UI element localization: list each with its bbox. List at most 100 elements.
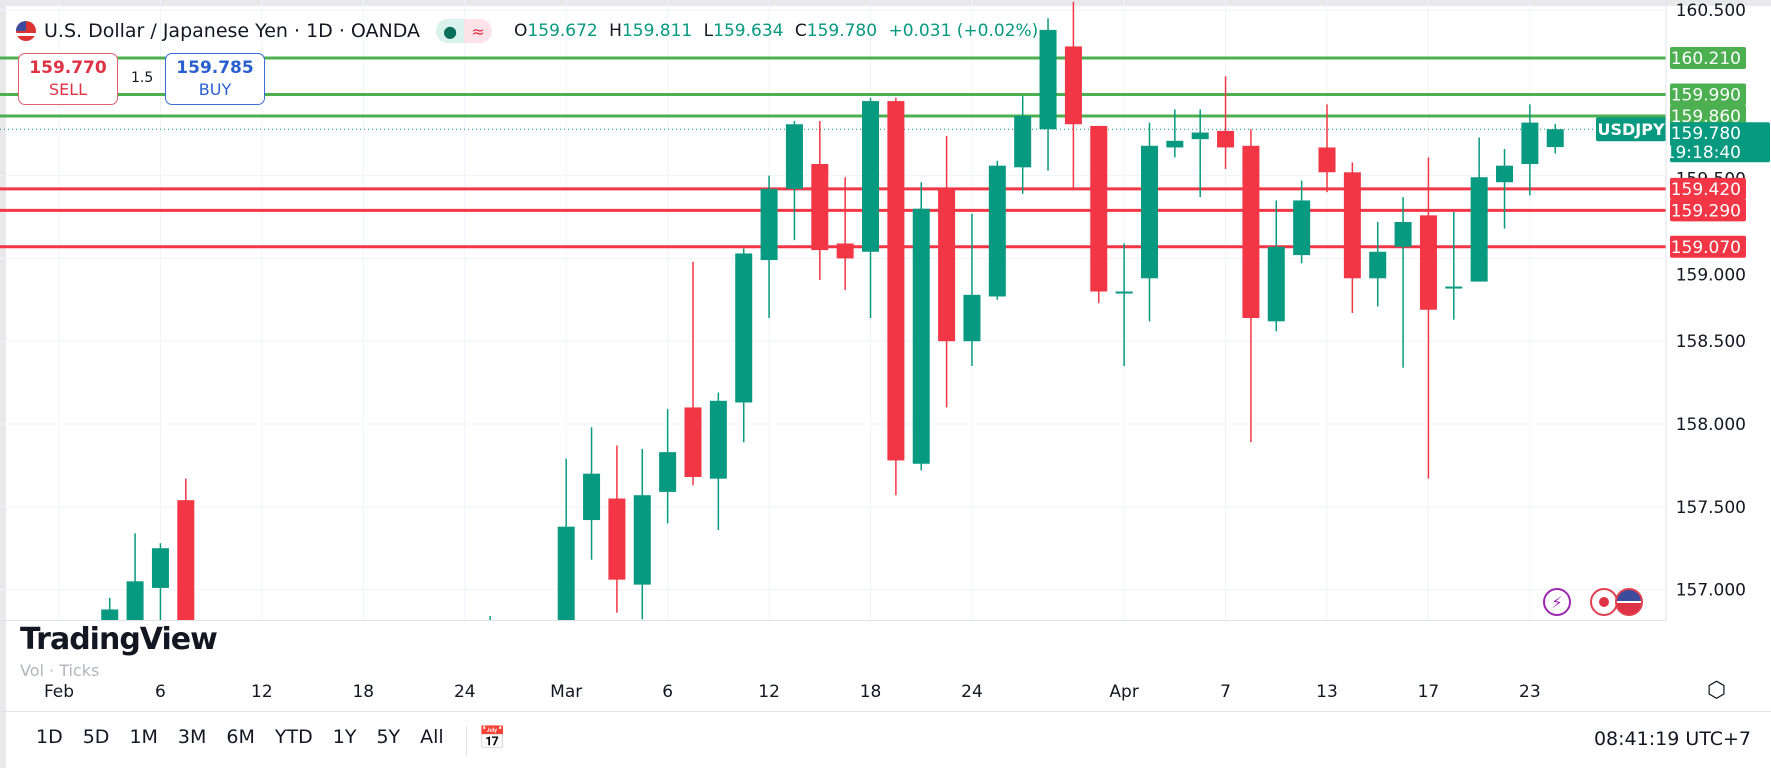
support-price-label: 159.070: [1671, 238, 1741, 258]
buy-button[interactable]: 159.785 BUY: [165, 53, 265, 105]
candle-up[interactable]: [963, 213, 981, 367]
candle-up[interactable]: [862, 97, 880, 319]
candle-up[interactable]: [557, 458, 575, 656]
candle-up[interactable]: [633, 448, 651, 620]
candle-down[interactable]: [1217, 76, 1235, 169]
candle-up[interactable]: [583, 427, 601, 560]
candle-up[interactable]: [760, 175, 778, 319]
candle-up[interactable]: [709, 392, 727, 530]
range-all[interactable]: All: [420, 726, 444, 748]
candle-up[interactable]: [1140, 122, 1158, 322]
candle-body: [988, 165, 1006, 297]
lightning-icon[interactable]: ⚡: [1543, 588, 1571, 616]
delay-approx-icon: ≈: [464, 19, 493, 43]
candle-up[interactable]: [1293, 180, 1311, 264]
candle-up[interactable]: [151, 543, 169, 622]
candle-up[interactable]: [1267, 200, 1285, 332]
candle-up[interactable]: [1394, 197, 1412, 368]
candle-down[interactable]: [177, 478, 195, 656]
tradingview-logo[interactable]: TradingView: [20, 622, 218, 657]
y-tick-label: 157.000: [1676, 581, 1746, 601]
candle-up[interactable]: [126, 533, 144, 639]
support-price-label: 159.420: [1671, 180, 1741, 200]
candle-up[interactable]: [1496, 149, 1514, 229]
candle-up[interactable]: [101, 597, 119, 639]
calendar-goto-icon[interactable]: 📅: [478, 726, 507, 751]
candle-up[interactable]: [1369, 221, 1387, 307]
candle-body: [1496, 165, 1514, 183]
candle-down[interactable]: [887, 97, 905, 496]
candle-body: [1293, 200, 1311, 256]
candle-up[interactable]: [659, 409, 677, 524]
low-label: L: [703, 21, 714, 41]
candle-up[interactable]: [1445, 212, 1463, 320]
range-1y[interactable]: 1Y: [332, 726, 357, 748]
toolbar-separator: [465, 726, 467, 756]
candle-down[interactable]: [1090, 125, 1108, 304]
range-1d[interactable]: 1D: [36, 726, 63, 748]
candlestick-chart[interactable]: Feb 6 12 18 24 Mar 6 12 18 24 Apr 7 13 17 23 USDJPY 160.…: [0, 0, 1771, 712]
record-dot-icon[interactable]: [1590, 588, 1618, 616]
us-flag-icon: [16, 21, 36, 41]
us-flag-event-icon[interactable]: [1615, 588, 1643, 616]
x-tick-label: Mar: [550, 682, 582, 702]
candle-body: [785, 124, 803, 189]
candle-up[interactable]: [1521, 104, 1539, 196]
range-5y[interactable]: 5Y: [376, 726, 401, 748]
status-pill[interactable]: ● ≈: [436, 19, 493, 43]
y-tick-label: 160.500: [1676, 1, 1746, 21]
candle-body: [963, 294, 981, 342]
candle-up[interactable]: [1115, 243, 1133, 367]
candle-down[interactable]: [1242, 129, 1260, 443]
x-tick-label: 17: [1418, 682, 1440, 702]
candle-body: [101, 609, 119, 620]
candle-down[interactable]: [1343, 162, 1361, 314]
candle-body: [1090, 125, 1108, 292]
range-1m[interactable]: 1M: [129, 726, 158, 748]
candle-up[interactable]: [988, 160, 1006, 300]
candle-up[interactable]: [1014, 96, 1032, 194]
y-tick-label: 158.000: [1676, 415, 1746, 435]
candle-up[interactable]: [1470, 137, 1488, 282]
candle-body: [1191, 132, 1209, 140]
symbol-title[interactable]: U.S. Dollar / Japanese Yen · 1D · OANDA: [44, 20, 421, 42]
candle-up[interactable]: [1039, 18, 1057, 171]
range-3m[interactable]: 3M: [177, 726, 207, 748]
candle-up[interactable]: [482, 616, 499, 656]
candle-up[interactable]: [1166, 109, 1184, 158]
candle-down[interactable]: [1419, 157, 1437, 479]
sell-button[interactable]: 159.770 SELL: [18, 53, 118, 105]
y-tick-label: 159.000: [1676, 265, 1746, 285]
candle-down[interactable]: [1318, 104, 1336, 193]
candle-up[interactable]: [1546, 124, 1564, 154]
buy-label: BUY: [198, 80, 232, 99]
price-pane[interactable]: [0, 0, 1666, 656]
clock[interactable]: 08:41:19 UTC+7: [1593, 728, 1751, 750]
candle-body: [1546, 129, 1564, 148]
last-price-tag: [1670, 122, 1770, 163]
chart-settings-icon[interactable]: ⬡: [1707, 678, 1727, 703]
range-toolbar: 1D 5D 1M 3M 6M YTD 1Y 5Y All 📅: [26, 726, 506, 756]
candle-up[interactable]: [1191, 109, 1209, 198]
range-ytd[interactable]: YTD: [274, 726, 313, 748]
candle-body: [608, 498, 626, 580]
candle-down[interactable]: [811, 120, 829, 280]
candle-down[interactable]: [836, 177, 854, 290]
candle-down[interactable]: [1064, 1, 1082, 191]
range-5d[interactable]: 5D: [82, 726, 110, 748]
candle-up[interactable]: [912, 182, 930, 471]
candle-body: [912, 208, 930, 464]
x-tick-label: 12: [251, 682, 273, 702]
candle-up[interactable]: [735, 248, 753, 443]
candle-down[interactable]: [684, 261, 702, 486]
candle-down[interactable]: [608, 445, 626, 613]
candle-body: [862, 101, 880, 252]
candle-down[interactable]: [938, 135, 956, 408]
candle-up[interactable]: [785, 120, 803, 241]
x-tick-label: 24: [961, 682, 983, 702]
range-6m[interactable]: 6M: [226, 726, 255, 748]
change-value: +0.031 (+0.02%): [888, 21, 1039, 41]
x-tick-label: 6: [662, 682, 673, 702]
candle-body: [177, 500, 195, 620]
